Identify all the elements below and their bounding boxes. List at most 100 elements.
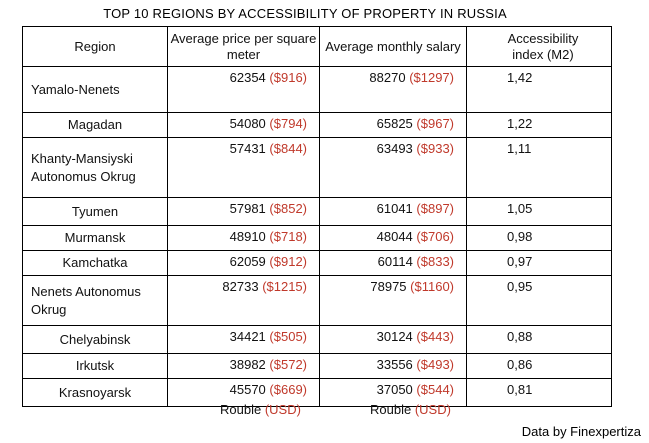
salary-cell: 37050 ($544)	[319, 378, 467, 407]
header-row: Region Average price per square meter Av…	[22, 26, 612, 67]
price-cell: 82733 ($1215)	[167, 275, 320, 326]
price-cell: 57981 ($852)	[167, 197, 320, 226]
price-cell: 38982 ($572)	[167, 353, 320, 379]
price-cell-rouble: 62059	[229, 254, 266, 269]
salary-cell-usd: ($933)	[416, 141, 454, 156]
index-cell: 1,22	[466, 112, 612, 138]
price-cell-rouble: 82733	[222, 279, 259, 294]
region-cell: Murmansk	[22, 225, 168, 251]
header-salary: Average monthly salary	[319, 26, 467, 67]
price-cell-usd: ($844)	[269, 141, 307, 156]
salary-cell-usd: ($706)	[416, 229, 454, 244]
chart-title: TOP 10 REGIONS BY ACCESSIBILITY OF PROPE…	[103, 6, 507, 21]
salary-cell: 61041 ($897)	[319, 197, 467, 226]
accessibility-table: Region Average price per square meter Av…	[22, 26, 612, 407]
region-cell: Magadan	[22, 112, 168, 138]
salary-cell: 65825 ($967)	[319, 112, 467, 138]
price-cell-usd: ($916)	[269, 70, 307, 85]
header-region: Region	[22, 26, 168, 67]
price-cell-rouble: 62354	[229, 70, 266, 85]
table-row: Murmansk 48910 ($718) 48044 ($706) 0,98	[22, 225, 612, 251]
salary-cell-usd: ($833)	[416, 254, 454, 269]
price-cell-usd: ($505)	[269, 329, 307, 344]
price-cell: 54080 ($794)	[167, 112, 320, 138]
salary-cell-usd: ($493)	[416, 357, 454, 372]
price-cell-usd: ($572)	[269, 357, 307, 372]
index-cell: 0,88	[466, 325, 612, 354]
source-credit: Data by Finexpertiza	[521, 424, 641, 439]
salary-cell-rouble: 30124	[376, 329, 413, 344]
header-index: Accessibility index (M2)	[466, 26, 612, 67]
region-cell: Kamchatka	[22, 250, 168, 276]
salary-cell-rouble: 65825	[376, 116, 413, 131]
region-cell: Khanty-Mansiyski Autonomus Okrug	[22, 137, 168, 198]
price-units: Rouble (USD)	[220, 402, 301, 417]
region-cell: Tyumen	[22, 197, 168, 226]
table-row: Yamalo-Nenets 62354 ($916) 88270 ($1297) 1,…	[22, 66, 612, 113]
table-row: Krasnoyarsk 45570 ($669) 37050 ($544) 0,81	[22, 378, 612, 407]
price-cell: 45570 ($669)	[167, 378, 320, 407]
salary-cell: 78975 ($1160)	[319, 275, 467, 326]
table-row: Irkutsk 38982 ($572) 33556 ($493) 0,86	[22, 353, 612, 379]
salary-cell-usd: ($1297)	[409, 70, 454, 85]
price-cell: 48910 ($718)	[167, 225, 320, 251]
salary-cell-rouble: 63493	[376, 141, 413, 156]
header-price: Average price per square meter	[167, 26, 320, 67]
region-cell: Krasnoyarsk	[22, 378, 168, 407]
index-cell: 1,11	[466, 137, 612, 198]
salary-cell-usd: ($1160)	[410, 279, 454, 294]
price-cell: 34421 ($505)	[167, 325, 320, 354]
price-cell-rouble: 34421	[229, 329, 266, 344]
salary-cell: 88270 ($1297)	[319, 66, 467, 113]
price-cell-rouble: 57981	[229, 201, 266, 216]
table-row: Khanty-Mansiyski Autonomus Okrug 57431 ($…	[22, 137, 612, 198]
table-row: Tyumen 57981 ($852) 61041 ($897) 1,05	[22, 197, 612, 226]
price-cell-usd: ($718)	[269, 229, 307, 244]
price-cell-rouble: 38982	[229, 357, 266, 372]
salary-cell-rouble: 88270	[369, 70, 406, 85]
table-row: Magadan 54080 ($794) 65825 ($967) 1,22	[22, 112, 612, 138]
salary-cell: 33556 ($493)	[319, 353, 467, 379]
salary-cell-rouble: 37050	[376, 382, 413, 397]
price-cell-usd: ($794)	[269, 116, 307, 131]
table-row: Chelyabinsk 34421 ($505) 30124 ($443) 0,88	[22, 325, 612, 354]
table-row: Nenets Autonomus Okrug 82733 ($1215) 78975…	[22, 275, 612, 326]
salary-cell: 60114 ($833)	[319, 250, 467, 276]
salary-cell-rouble: 33556	[376, 357, 413, 372]
price-cell-usd: ($852)	[269, 201, 307, 216]
salary-cell-rouble: 60114	[377, 254, 413, 269]
salary-cell: 30124 ($443)	[319, 325, 467, 354]
salary-cell-usd: ($967)	[416, 116, 454, 131]
price-cell: 57431 ($844)	[167, 137, 320, 198]
salary-units-usd: (USD)	[414, 402, 451, 417]
salary-cell-rouble: 61041	[376, 201, 413, 216]
salary-cell: 48044 ($706)	[319, 225, 467, 251]
price-cell: 62354 ($916)	[167, 66, 320, 113]
price-units-usd: (USD)	[264, 402, 301, 417]
salary-cell-usd: ($897)	[416, 201, 454, 216]
index-cell: 0,97	[466, 250, 612, 276]
price-cell-usd: ($669)	[269, 382, 307, 397]
index-cell: 0,81	[466, 378, 612, 407]
region-cell: Yamalo-Nenets	[22, 66, 168, 113]
region-cell: Irkutsk	[22, 353, 168, 379]
table-row: Kamchatka 62059 ($912) 60114 ($833) 0,97	[22, 250, 612, 276]
salary-cell-rouble: 48044	[376, 229, 413, 244]
salary-cell-usd: ($544)	[416, 382, 454, 397]
price-units-rouble: Rouble	[220, 402, 262, 417]
index-cell: 0,95	[466, 275, 612, 326]
price-cell-rouble: 54080	[229, 116, 266, 131]
salary-units: Rouble (USD)	[370, 402, 451, 417]
price-cell: 62059 ($912)	[167, 250, 320, 276]
region-cell: Chelyabinsk	[22, 325, 168, 354]
salary-units-rouble: Rouble	[370, 402, 412, 417]
price-cell-usd: ($912)	[269, 254, 307, 269]
price-cell-rouble: 45570	[229, 382, 266, 397]
price-cell-usd: ($1215)	[262, 279, 307, 294]
index-cell: 1,42	[466, 66, 612, 113]
salary-cell-usd: ($443)	[416, 329, 454, 344]
price-cell-rouble: 57431	[229, 141, 266, 156]
index-cell: 1,05	[466, 197, 612, 226]
salary-cell-rouble: 78975	[370, 279, 407, 294]
index-cell: 0,98	[466, 225, 612, 251]
